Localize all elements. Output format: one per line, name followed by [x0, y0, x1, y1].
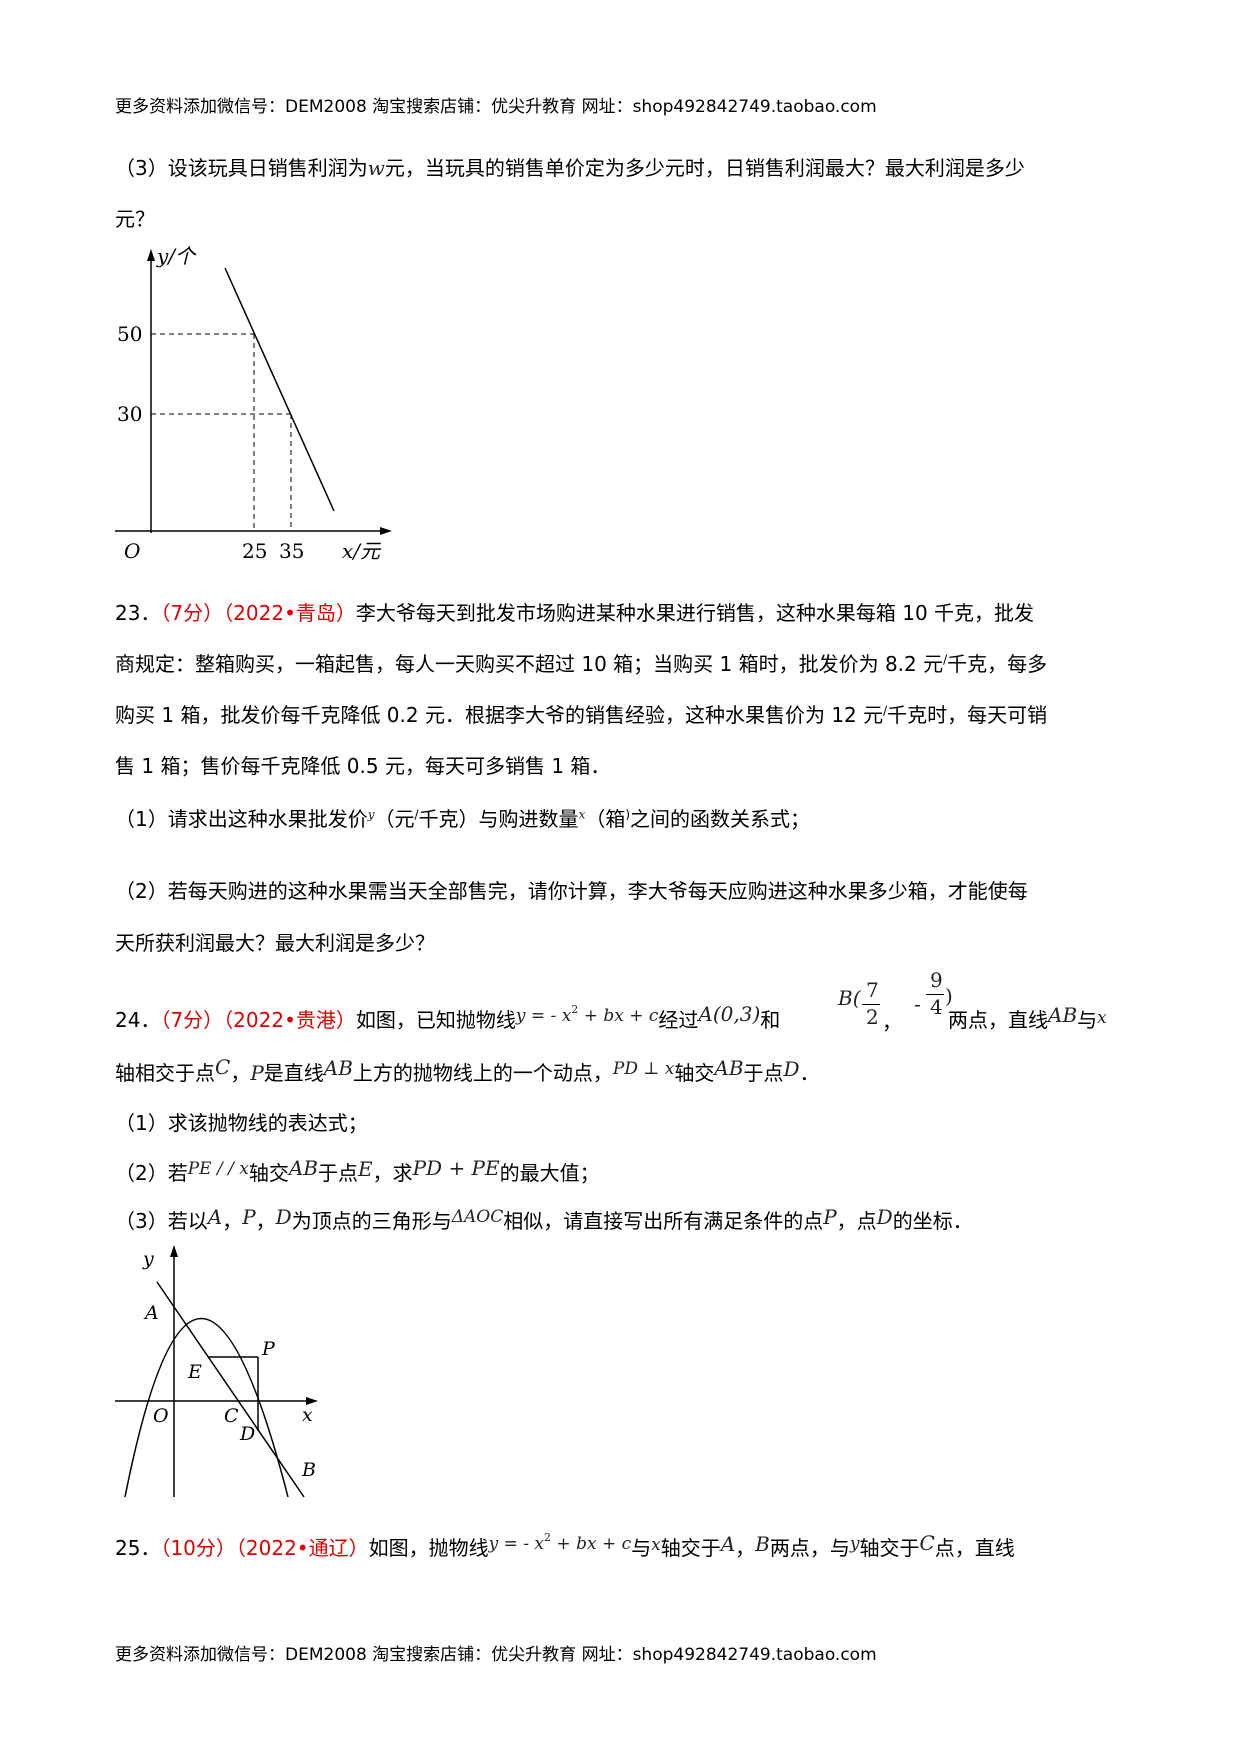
q23-line3: 购买 1 箱，批发价每千克降低 0.2 元．根据李大爷的销售经验，这种水果售价为…	[115, 703, 1048, 727]
figure-parabola: y A P E O C D x B	[115, 1245, 318, 1498]
q24-line1: 24．（7分）（2022•贵港）如图，已知抛物线y = - x2 + bx + …	[115, 1002, 781, 1032]
q23-source: （2022•青岛）	[223, 601, 356, 625]
fig2-y-label: y	[142, 1248, 154, 1270]
q24-score: （7分）	[160, 1008, 224, 1032]
x-tick-25: 25	[242, 539, 267, 563]
q24-source: （2022•贵港）	[223, 1008, 356, 1032]
q25-line1: 25．（10分）（2022•通辽）如图，抛物线y = - x2 + bx + c…	[115, 1531, 1015, 1560]
q23-line4: 售 1 箱；售价每千克降低 0.5 元，每天可多销售 1 箱．	[115, 754, 611, 778]
q23-score: （7分）	[160, 601, 224, 625]
q24-part3: （3）若以A，P，D为顶点的三角形与ΔAOC相似，请直接写出所有满足条件的点P，…	[115, 1205, 973, 1233]
y-tick-50: 50	[117, 322, 142, 346]
x-tick-35: 35	[279, 539, 304, 563]
x-axis-label: x/元	[342, 539, 382, 563]
figure-linear-graph: y/个 50 30 O 25 35 x/元	[115, 245, 392, 563]
q22-part3-line1: （3）设该玩具日销售利润为w元，当玩具的销售单价定为多少元时，日销售利润最大？最…	[115, 156, 1025, 180]
y-axis-label: y/个	[156, 245, 197, 268]
var-w: w	[367, 156, 385, 180]
q23-part2-line1: （2）若每天购进的这种水果需当天全部售完，请你计算，李大爷每天应购进这种水果多少…	[115, 879, 1028, 903]
origin-label: O	[124, 539, 140, 563]
page-footer: 更多资料添加微信号：DEM2008 淘宝搜索店铺：优尖升教育 网址：shop49…	[115, 1645, 877, 1665]
q23-part2-line2: 天所获利润最大？最大利润是多少？	[115, 931, 435, 955]
fig2-x-label: x	[302, 1404, 313, 1426]
q24-part1: （1）求该抛物线的表达式；	[115, 1111, 368, 1135]
q24-line1-tail: 两点，直线AB与x	[948, 1003, 1107, 1032]
q24-line2: 轴相交于点C，P是直线AB上方的抛物线上的一个动点，PD ⊥ x轴交AB于点D．	[115, 1055, 820, 1085]
q25-source: （2022•通辽）	[235, 1536, 369, 1560]
q23-part1: （1）请求出这种水果批发价y（元/千克）与购进数量x（箱)之间的函数关系式；	[115, 807, 811, 831]
fig2-point-a: A	[143, 1302, 159, 1324]
fig2-point-e: E	[187, 1361, 202, 1383]
q22-part3-line2: 元？	[115, 207, 155, 231]
q23-line2: 商规定：整箱购买，一箱起售，每人一天购买不超过 10 箱；当购买 1 箱时，批发…	[115, 652, 1048, 676]
fig2-point-b: B	[301, 1459, 316, 1481]
q24-part2: （2）若PE / / x轴交AB于点E，求PD + PE的最大值；	[115, 1156, 600, 1185]
fig2-point-c: C	[224, 1405, 239, 1427]
fig2-point-d: D	[239, 1423, 255, 1445]
q23-line1: 23．（7分）（2022•青岛）李大爷每天到批发市场购进某种水果进行销售，这种水…	[115, 601, 1035, 625]
page-header: 更多资料添加微信号：DEM2008 淘宝搜索店铺：优尖升教育 网址：shop49…	[115, 97, 877, 117]
y-tick-30: 30	[117, 402, 142, 426]
fig2-origin: O	[153, 1405, 169, 1427]
q25-score: （10分）	[160, 1536, 236, 1560]
fig2-point-p: P	[261, 1338, 276, 1360]
